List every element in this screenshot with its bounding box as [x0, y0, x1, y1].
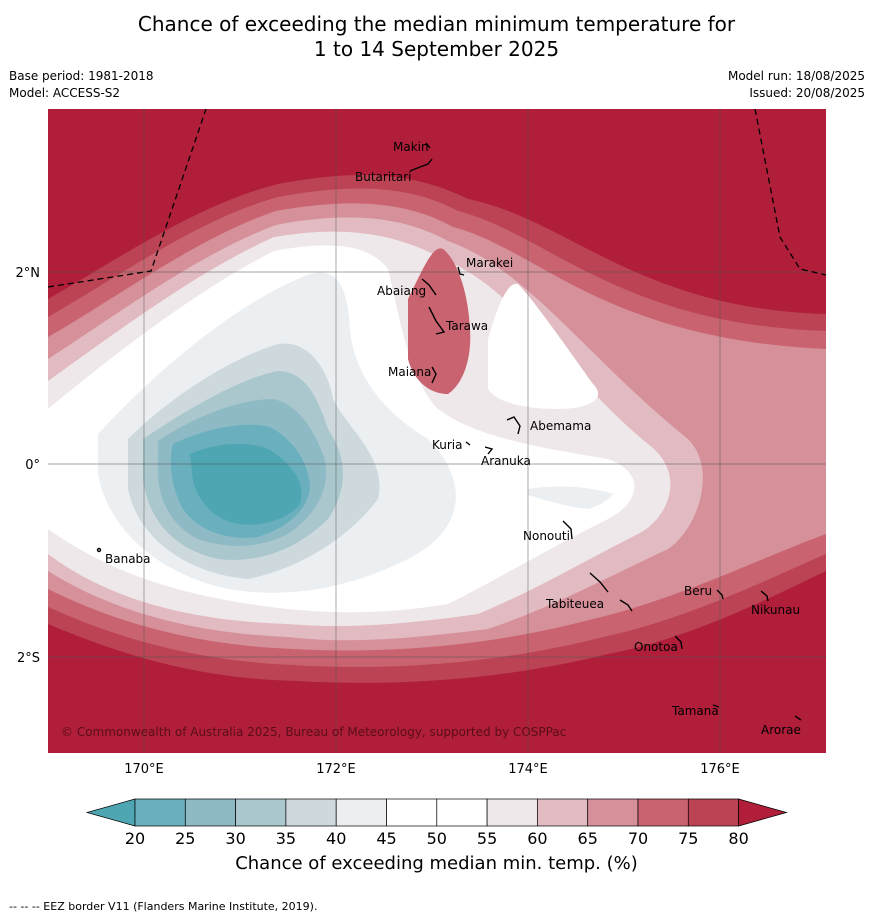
lon-tick-172: 172°E [316, 762, 356, 777]
model-name: Model: ACCESS-S2 [9, 86, 121, 100]
meta-left: Base period: 1981-2018 Model: ACCESS-S2 [9, 68, 154, 102]
colorbar-tick-20: 20 [125, 829, 145, 848]
colorbar-tick-70: 70 [628, 829, 648, 848]
colorbar-segment-45 [386, 798, 438, 827]
contour-field [48, 109, 826, 753]
colorbar-segment-30 [235, 798, 287, 827]
issued-date: Issued: 20/08/2025 [749, 86, 865, 100]
colorbar-segment-65 [587, 798, 639, 827]
chart-title: Chance of exceeding the median minimum t… [0, 12, 873, 62]
colorbar-tick-40: 40 [326, 829, 346, 848]
colorbar-extend-high [738, 798, 788, 827]
colorbar-segments [85, 798, 788, 827]
eez-border [48, 109, 826, 288]
colorbar-segment-60 [537, 798, 589, 827]
copyright-notice: © Commonwealth of Australia 2025, Bureau… [61, 725, 566, 739]
colorbar-segment-20 [134, 798, 186, 827]
lon-tick-176: 176°E [700, 762, 740, 777]
model-run: Model run: 18/08/2025 [727, 69, 865, 83]
colorbar-tick-30: 30 [225, 829, 245, 848]
colorbar-tick-50: 50 [427, 829, 447, 848]
island-label-butaritari: Butaritari [355, 170, 412, 184]
island-label-maiana: Maiana [388, 365, 431, 379]
lat-tick-2s: 2°S [17, 651, 40, 666]
colorbar-tick-75: 75 [678, 829, 698, 848]
island-label-kuria: Kuria [432, 438, 463, 452]
band-40-45-south [528, 486, 613, 509]
island-label-nonouti: Nonouti [523, 529, 570, 543]
island-label-beru: Beru [684, 584, 712, 598]
lat-tick-2n: 2°N [16, 266, 41, 281]
lat-tick-0: 0° [25, 458, 40, 473]
island-label-marakei: Marakei [466, 256, 513, 270]
band-45-55-east [488, 283, 599, 409]
colorbar-segment-50 [436, 798, 488, 827]
island-labels: Makin Butaritari Marakei Abaiang Tarawa … [105, 140, 801, 737]
colorbar-tick-60: 60 [527, 829, 547, 848]
title-line-1: Chance of exceeding the median minimum t… [137, 12, 736, 36]
colorbar: 20 25 30 35 40 45 50 55 60 65 70 75 80 [85, 798, 788, 848]
colorbar-tick-25: 25 [175, 829, 195, 848]
band-70-75-tarawa [408, 248, 471, 394]
island-label-tabiteuea: Tabiteuea [545, 597, 604, 611]
lon-tick-170: 170°E [124, 762, 164, 777]
colorbar-ticks: 20 25 30 35 40 45 50 55 60 65 70 75 80 [125, 829, 749, 848]
island-label-tamana: Tamana [671, 704, 719, 718]
island-label-nikunau: Nikunau [751, 603, 800, 617]
latitude-axis: 2°N 0° 2°S [16, 266, 41, 666]
colorbar-tick-55: 55 [477, 829, 497, 848]
colorbar-segment-70 [637, 798, 689, 827]
footer-note: -- -- -- EEZ border V11 (Flanders Marine… [9, 900, 318, 913]
map-panel: Makin Butaritari Marakei Abaiang Tarawa … [48, 109, 826, 777]
colorbar-tick-80: 80 [728, 829, 748, 848]
island-label-arorae: Arorae [761, 723, 801, 737]
island-label-tarawa: Tarawa [445, 319, 488, 333]
island-label-onotoa: Onotoa [634, 640, 678, 654]
lon-tick-174: 174°E [508, 762, 548, 777]
title-line-2: 1 to 14 September 2025 [313, 37, 560, 61]
colorbar-segment-55 [486, 798, 538, 827]
gridlines [48, 109, 826, 753]
island-label-aranuka: Aranuka [481, 454, 531, 468]
island-outlines [96, 142, 802, 721]
colorbar-segment-25 [184, 798, 236, 827]
colorbar-extend-low [85, 798, 136, 827]
meta-right: Model run: 18/08/2025 Issued: 20/08/2025 [728, 68, 865, 102]
colorbar-label: Chance of exceeding median min. temp. (%… [235, 853, 638, 874]
colorbar-tick-35: 35 [276, 829, 296, 848]
island-label-makin: Makin [393, 140, 429, 154]
island-label-abemama: Abemama [530, 419, 591, 433]
island-label-banaba: Banaba [105, 552, 151, 566]
colorbar-segment-40 [335, 798, 387, 827]
colorbar-tick-65: 65 [578, 829, 598, 848]
colorbar-segment-75 [687, 798, 739, 827]
colorbar-segment-35 [285, 798, 337, 827]
colorbar-tick-45: 45 [376, 829, 396, 848]
island-label-abaiang: Abaiang [377, 284, 426, 298]
base-period: Base period: 1981-2018 [9, 69, 154, 83]
longitude-ticks: 170°E 172°E 174°E 176°E [124, 762, 740, 777]
